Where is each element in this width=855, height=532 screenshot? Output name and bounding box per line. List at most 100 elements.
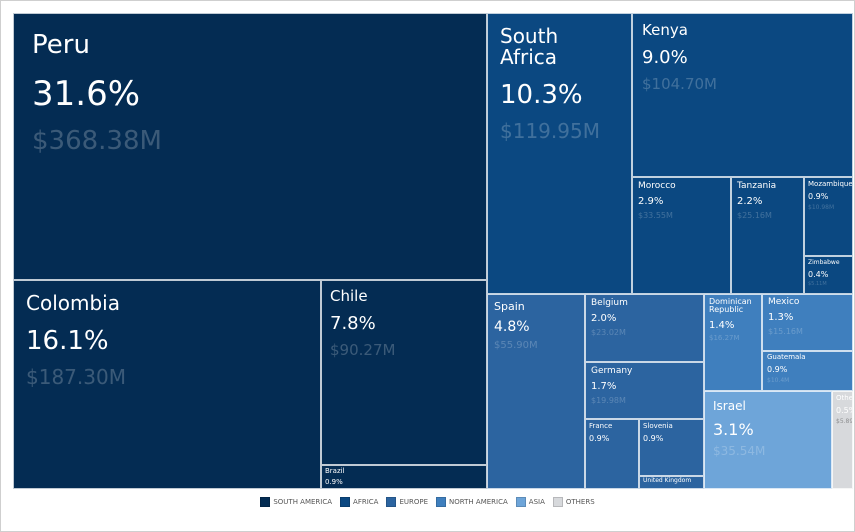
tile-label: Zimbabwe bbox=[808, 259, 840, 266]
tile-label: Kenya bbox=[642, 21, 688, 39]
legend-item[interactable]: ASIA bbox=[515, 497, 545, 507]
tile-value: $368.38M bbox=[32, 126, 162, 157]
tile-label: Tanzania bbox=[737, 181, 777, 191]
tile-brazil[interactable]: Brazil 0.9% bbox=[321, 465, 487, 489]
tile-value: $25.16M bbox=[737, 211, 772, 221]
tile-morocco[interactable]: Morocco 2.9% $33.55M bbox=[632, 177, 731, 294]
tile-zimbabwe[interactable]: Zimbabwe 0.4% $5.11M bbox=[804, 256, 853, 294]
tile-spain[interactable]: Spain 4.8% $55.90M bbox=[487, 294, 585, 489]
legend-item[interactable]: EUROPE bbox=[386, 497, 428, 507]
tile-france[interactable]: France 0.9% bbox=[585, 419, 639, 489]
tile-label: Slovenia bbox=[643, 422, 673, 430]
tile-label: Brazil bbox=[325, 467, 345, 475]
tile-value: $33.55M bbox=[638, 211, 673, 221]
legend-label: EUROPE bbox=[399, 498, 429, 506]
tile-label: Other bbox=[836, 394, 853, 402]
tile-label: Belgium bbox=[591, 298, 628, 308]
tile-label: Spain bbox=[494, 300, 525, 313]
tile-belgium[interactable]: Belgium 2.0% $23.02M bbox=[585, 294, 704, 362]
tile-dominican-republic[interactable]: Dominican Republic 1.4% $16.27M bbox=[704, 294, 762, 391]
tile-label: Morocco bbox=[638, 181, 676, 191]
tile-percent: 1.4% bbox=[709, 319, 735, 331]
tile-percent: 1.3% bbox=[768, 312, 794, 324]
legend-item[interactable]: SOUTH AMERICA bbox=[260, 497, 332, 507]
tile-percent: 0.4% bbox=[808, 270, 829, 280]
tile-value: $90.27M bbox=[330, 340, 396, 359]
legend-label: OTHERS bbox=[565, 498, 595, 506]
tile-percent: 0.5% bbox=[643, 487, 700, 488]
legend-swatch bbox=[436, 497, 447, 507]
tile-chile[interactable]: Chile 7.8% $90.27M bbox=[321, 280, 487, 465]
legend-swatch bbox=[260, 497, 271, 507]
tile-percent: 0.9% bbox=[808, 192, 829, 202]
legend-swatch bbox=[515, 497, 526, 507]
tile-percent: 0.5% bbox=[836, 406, 852, 416]
tile-percent: 16.1% bbox=[26, 326, 109, 356]
tile-label: France bbox=[589, 422, 613, 430]
tile-peru[interactable]: Peru 31.6% $368.38M bbox=[13, 13, 487, 280]
tile-value: $119.95M bbox=[500, 119, 600, 143]
tile-label: Colombia bbox=[26, 291, 120, 315]
legend-label: NORTH AMERICA bbox=[449, 498, 508, 506]
tile-kenya[interactable]: Kenya 9.0% $104.70M bbox=[632, 13, 853, 177]
tile-value: $55.90M bbox=[494, 339, 538, 351]
tile-germany[interactable]: Germany 1.7% $19.98M bbox=[585, 362, 704, 419]
tile-percent: 4.8% bbox=[494, 318, 530, 335]
tile-label: Peru bbox=[32, 30, 90, 60]
tile-value: $10.4M bbox=[767, 377, 790, 385]
tile-tanzania[interactable]: Tanzania 2.2% $25.16M bbox=[731, 177, 804, 294]
tile-value: $187.30M bbox=[26, 365, 126, 389]
tile-label: Dominican Republic bbox=[709, 297, 752, 315]
tile-percent: 0.9% bbox=[767, 365, 788, 375]
tile-percent: 2.9% bbox=[638, 196, 664, 208]
legend-label: SOUTH AMERICA bbox=[273, 498, 333, 506]
tile-percent: 3.1% bbox=[713, 419, 754, 439]
tile-value: $5.11M bbox=[808, 281, 827, 288]
tile-mozambique[interactable]: Mozambique 0.9% $10.98M bbox=[804, 177, 853, 256]
tile-percent: 1.7% bbox=[591, 381, 617, 393]
tile-label: Guatemala bbox=[767, 353, 806, 361]
tile-value: $16.27M bbox=[709, 333, 740, 342]
tile-label: Mozambique bbox=[808, 180, 853, 188]
legend-item[interactable]: OTHERS bbox=[552, 497, 595, 507]
treemap: Peru 31.6% $368.38M Colombia 16.1% $187.30M Ch… bbox=[13, 13, 853, 490]
tile-united-kingdom[interactable]: United Kingdom 0.5% bbox=[639, 476, 704, 489]
tile-mexico[interactable]: Mexico 1.3% $15.16M bbox=[762, 294, 853, 351]
tile-percent: 0.9% bbox=[589, 434, 610, 444]
tile-guatemala[interactable]: Guatemala 0.9% $10.4M bbox=[762, 351, 853, 391]
tile-value: $19.98M bbox=[591, 396, 626, 406]
tile-label: South Africa bbox=[500, 24, 559, 69]
tile-percent: 2.2% bbox=[737, 196, 763, 208]
legend-swatch bbox=[340, 497, 351, 507]
tile-value: $35.54M bbox=[713, 443, 766, 458]
tile-value: $5.89M bbox=[836, 418, 853, 426]
tile-value: $10.98M bbox=[808, 204, 835, 212]
tile-colombia[interactable]: Colombia 16.1% $187.30M bbox=[13, 280, 321, 489]
tile-percent: 0.9% bbox=[643, 434, 664, 444]
tile-value: $15.16M bbox=[768, 327, 803, 337]
tile-other[interactable]: Other 0.5% $5.89M bbox=[832, 391, 853, 489]
tile-percent: 31.6% bbox=[32, 74, 141, 115]
tile-south-africa[interactable]: South Africa 10.3% $119.95M bbox=[487, 13, 632, 294]
tile-value: $104.70M bbox=[642, 74, 717, 93]
legend: SOUTH AMERICA AFRICA EUROPE NORTH AMERICA AS… bbox=[1, 495, 854, 509]
tile-label: United Kingdom bbox=[643, 477, 692, 484]
legend-label: AFRICA bbox=[353, 498, 379, 506]
tile-slovenia[interactable]: Slovenia 0.9% bbox=[639, 419, 704, 476]
legend-item[interactable]: NORTH AMERICA bbox=[436, 497, 508, 507]
legend-swatch bbox=[552, 497, 563, 507]
tile-percent: 10.3% bbox=[500, 80, 583, 110]
legend-swatch bbox=[386, 497, 397, 507]
legend-label: ASIA bbox=[528, 498, 545, 506]
legend-item[interactable]: AFRICA bbox=[340, 497, 378, 507]
tile-percent: 7.8% bbox=[330, 312, 376, 334]
tile-label: Mexico bbox=[768, 297, 800, 307]
tile-percent: 9.0% bbox=[642, 46, 688, 68]
tile-israel[interactable]: Israel 3.1% $35.54M bbox=[704, 391, 832, 489]
tile-label: Germany bbox=[591, 366, 633, 376]
tile-label: Israel bbox=[713, 399, 746, 413]
tile-label: Chile bbox=[330, 287, 368, 305]
tile-percent: 0.9% bbox=[325, 478, 343, 487]
tile-percent: 2.0% bbox=[591, 313, 617, 325]
